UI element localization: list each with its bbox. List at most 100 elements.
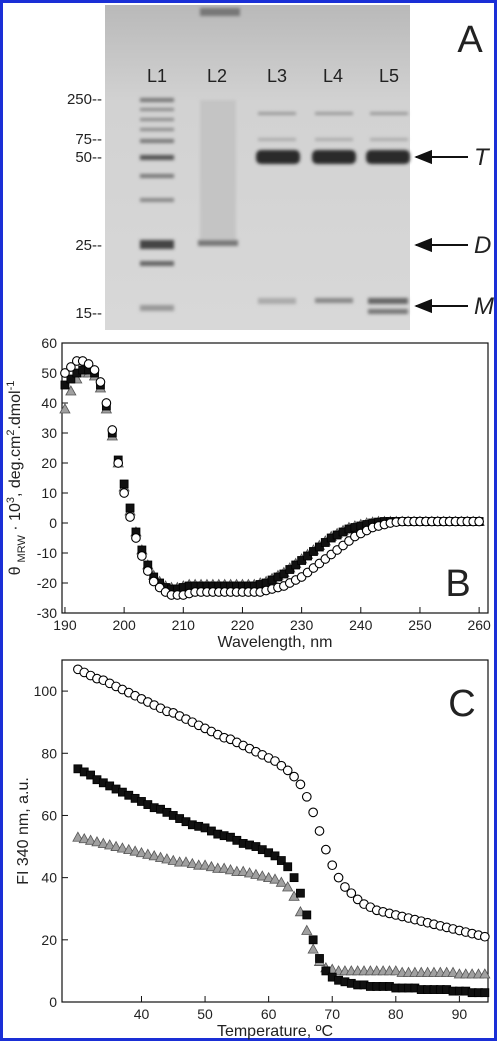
y-tick-label: 40 [41,870,57,886]
point [167,854,179,865]
x-tick-label: 200 [112,617,136,633]
point [327,860,338,871]
band-label: D [474,232,491,259]
marker-label: 25-- [75,237,102,254]
point [60,368,70,378]
y-tick-label: 0 [49,515,57,531]
point [119,479,129,489]
plot-frame [61,659,489,1003]
plot-frame [61,342,489,614]
y-tick-label: 0 [49,994,57,1010]
point [110,840,122,851]
x-tick-label: 230 [290,617,314,633]
point [285,565,295,574]
point [479,931,490,942]
point [104,839,116,850]
point [91,836,103,847]
point [250,868,262,879]
point [320,538,330,547]
y-label-part: 3 [5,497,17,503]
lane-label: L3 [267,66,287,86]
y-label-part: 2 [5,430,17,436]
point [282,881,294,892]
point [296,888,305,898]
point [289,873,299,883]
point [89,365,100,375]
y-label-part: .dmol [7,390,24,429]
point [309,547,318,556]
y-tick-label: 20 [41,455,57,471]
point [107,425,118,435]
point [237,865,249,876]
point [270,851,280,861]
point [148,850,160,861]
y-label-part: θ [7,566,24,575]
point [275,876,288,887]
point [60,380,70,390]
point [101,398,112,408]
point [180,856,192,867]
y-tick-label: 100 [34,683,58,699]
x-tick-label: 190 [53,617,77,633]
y-label-part: · 10 [7,503,24,535]
point [125,503,135,513]
panel-label: A [457,19,483,61]
point [269,873,281,884]
x-tick-label: 60 [261,1006,277,1022]
point [135,846,148,858]
x-tick-label: 90 [452,1006,468,1022]
point [297,556,307,565]
x-axis-label: Temperature, ºC [217,1023,333,1040]
point [390,965,402,976]
point [352,894,363,905]
y-axis-label: θ MRW · 103, deg.cm2.dmol-1 [5,381,28,576]
point [301,791,312,802]
y-tick-label: 20 [41,932,57,948]
x-tick-label: 240 [349,617,373,633]
point [291,560,301,570]
point [315,954,324,963]
y-tick-label: 60 [41,335,57,351]
point [321,844,331,855]
point [83,359,94,369]
point [283,862,293,872]
y-axis-label: FI 340 nm, a.u. [15,777,32,885]
point [314,826,325,836]
y-tick-label: -10 [37,545,57,561]
point [479,968,491,979]
y-tick-label: -30 [37,605,57,621]
point [308,807,318,818]
point [59,403,71,414]
point [314,542,324,552]
point [97,837,110,848]
point [84,834,97,845]
y-tick-label: 30 [41,425,57,441]
y-tick-label: 10 [41,485,57,501]
point [113,458,124,468]
point [142,848,154,859]
point [302,910,312,920]
marker-label: 50-- [75,149,102,166]
point [142,566,153,576]
gel-bands [140,8,410,314]
point [199,859,211,870]
point [276,760,287,771]
point [474,516,484,527]
x-tick-label: 250 [408,617,432,633]
band-label: M [474,293,494,320]
point [256,870,268,881]
x-tick-label: 70 [324,1006,340,1022]
point [86,770,96,780]
marker-label: 75-- [75,131,102,148]
point [186,857,199,869]
panel-label: B [445,563,470,605]
point [95,377,106,387]
y-tick-label: 50 [41,365,57,381]
point [333,872,344,883]
point [78,832,90,844]
point [243,867,256,878]
y-label-part: FI 340 nm, a.u. [15,777,32,885]
point [279,569,289,579]
y-tick-label: 40 [41,395,57,411]
point [148,576,159,587]
